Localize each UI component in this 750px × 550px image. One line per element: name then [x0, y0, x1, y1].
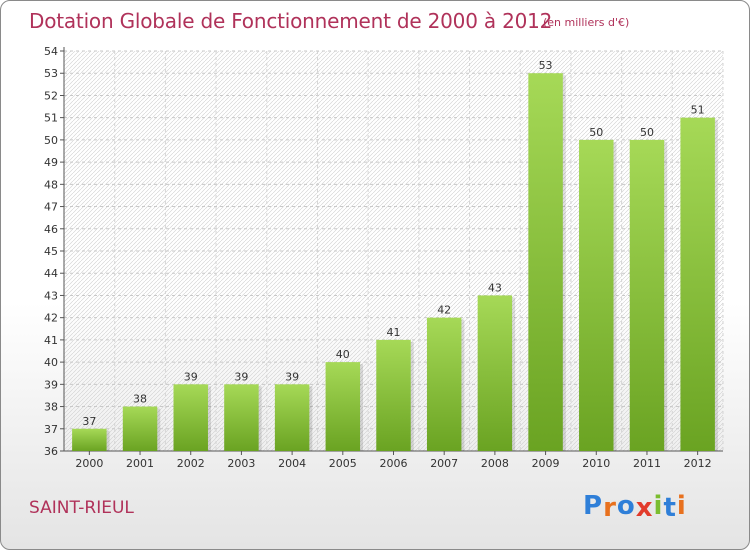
bar [122, 406, 158, 451]
bar [680, 117, 715, 452]
x-tick-label: 2005 [329, 457, 357, 470]
data-label: 38 [133, 393, 147, 406]
chart-subtitle: (en milliers d'€) [543, 16, 630, 29]
bar [376, 339, 411, 451]
y-tick-label: 46 [44, 223, 58, 236]
commune-name: SAINT-RIEUL [29, 498, 134, 518]
data-label: 42 [437, 304, 451, 317]
bar [426, 317, 462, 451]
data-label: 51 [691, 104, 705, 117]
y-tick-label: 54 [44, 45, 58, 58]
y-tick-label: 47 [44, 201, 58, 214]
x-tick-label: 2011 [633, 457, 661, 470]
y-tick-label: 37 [44, 423, 58, 436]
logo-letter: t [663, 493, 677, 523]
data-label: 43 [488, 281, 502, 294]
x-tick-label: 2006 [380, 457, 408, 470]
bar [477, 295, 513, 451]
y-tick-label: 49 [44, 156, 58, 169]
y-tick-label: 53 [44, 67, 58, 80]
y-tick-label: 44 [44, 267, 58, 280]
data-label: 41 [387, 326, 401, 339]
x-tick-label: 2012 [684, 457, 712, 470]
y-tick-label: 40 [44, 356, 58, 369]
bar [72, 428, 107, 451]
bar [325, 362, 361, 451]
data-label: 39 [234, 370, 248, 383]
y-tick-label: 42 [44, 312, 58, 325]
bar [274, 384, 310, 451]
data-label: 39 [184, 370, 198, 383]
bar [528, 73, 563, 451]
bar [629, 139, 665, 451]
bar [579, 139, 614, 451]
y-tick-label: 45 [44, 245, 58, 258]
data-label: 53 [539, 59, 553, 72]
x-tick-label: 2001 [126, 457, 154, 470]
bar [224, 384, 259, 451]
data-label: 37 [82, 415, 96, 428]
y-tick-label: 43 [44, 289, 58, 302]
y-tick-label: 39 [44, 378, 58, 391]
logo-letter: i [653, 491, 664, 521]
y-tick-label: 41 [44, 334, 58, 347]
y-tick-label: 36 [44, 445, 58, 458]
bars [72, 73, 718, 452]
data-label: 39 [285, 370, 299, 383]
proxiti-logo[interactable]: Proxiti [583, 491, 687, 523]
logo-letter: r [603, 493, 617, 523]
y-tick-label: 48 [44, 178, 58, 191]
logo-letter: i [676, 491, 687, 521]
x-tick-label: 2002 [177, 457, 205, 470]
y-tick-label: 50 [44, 134, 58, 147]
data-label: 40 [336, 348, 350, 361]
y-tick-label: 38 [44, 401, 58, 414]
x-tick-label: 2007 [430, 457, 458, 470]
logo-letter: x [635, 493, 654, 523]
logo-letter: P [583, 491, 604, 521]
x-tick-label: 2009 [532, 457, 560, 470]
x-tick-label: 2010 [582, 457, 610, 470]
bar [173, 384, 208, 451]
chart-title: Dotation Globale de Fonctionnement de 20… [29, 9, 553, 33]
data-label: 50 [589, 126, 603, 139]
data-label: 50 [640, 126, 654, 139]
y-tick-label: 51 [44, 112, 58, 125]
x-tick-label: 2008 [481, 457, 509, 470]
x-tick-label: 2004 [278, 457, 306, 470]
x-tick-label: 2003 [227, 457, 255, 470]
x-tick-label: 2000 [75, 457, 103, 470]
labels: 36 37 38 39 40 41 42 43 44 45 46 47 48 49 50 51 52 53 54 37… [44, 45, 712, 470]
y-tick-label: 52 [44, 89, 58, 102]
logo-letter: o [616, 491, 636, 521]
